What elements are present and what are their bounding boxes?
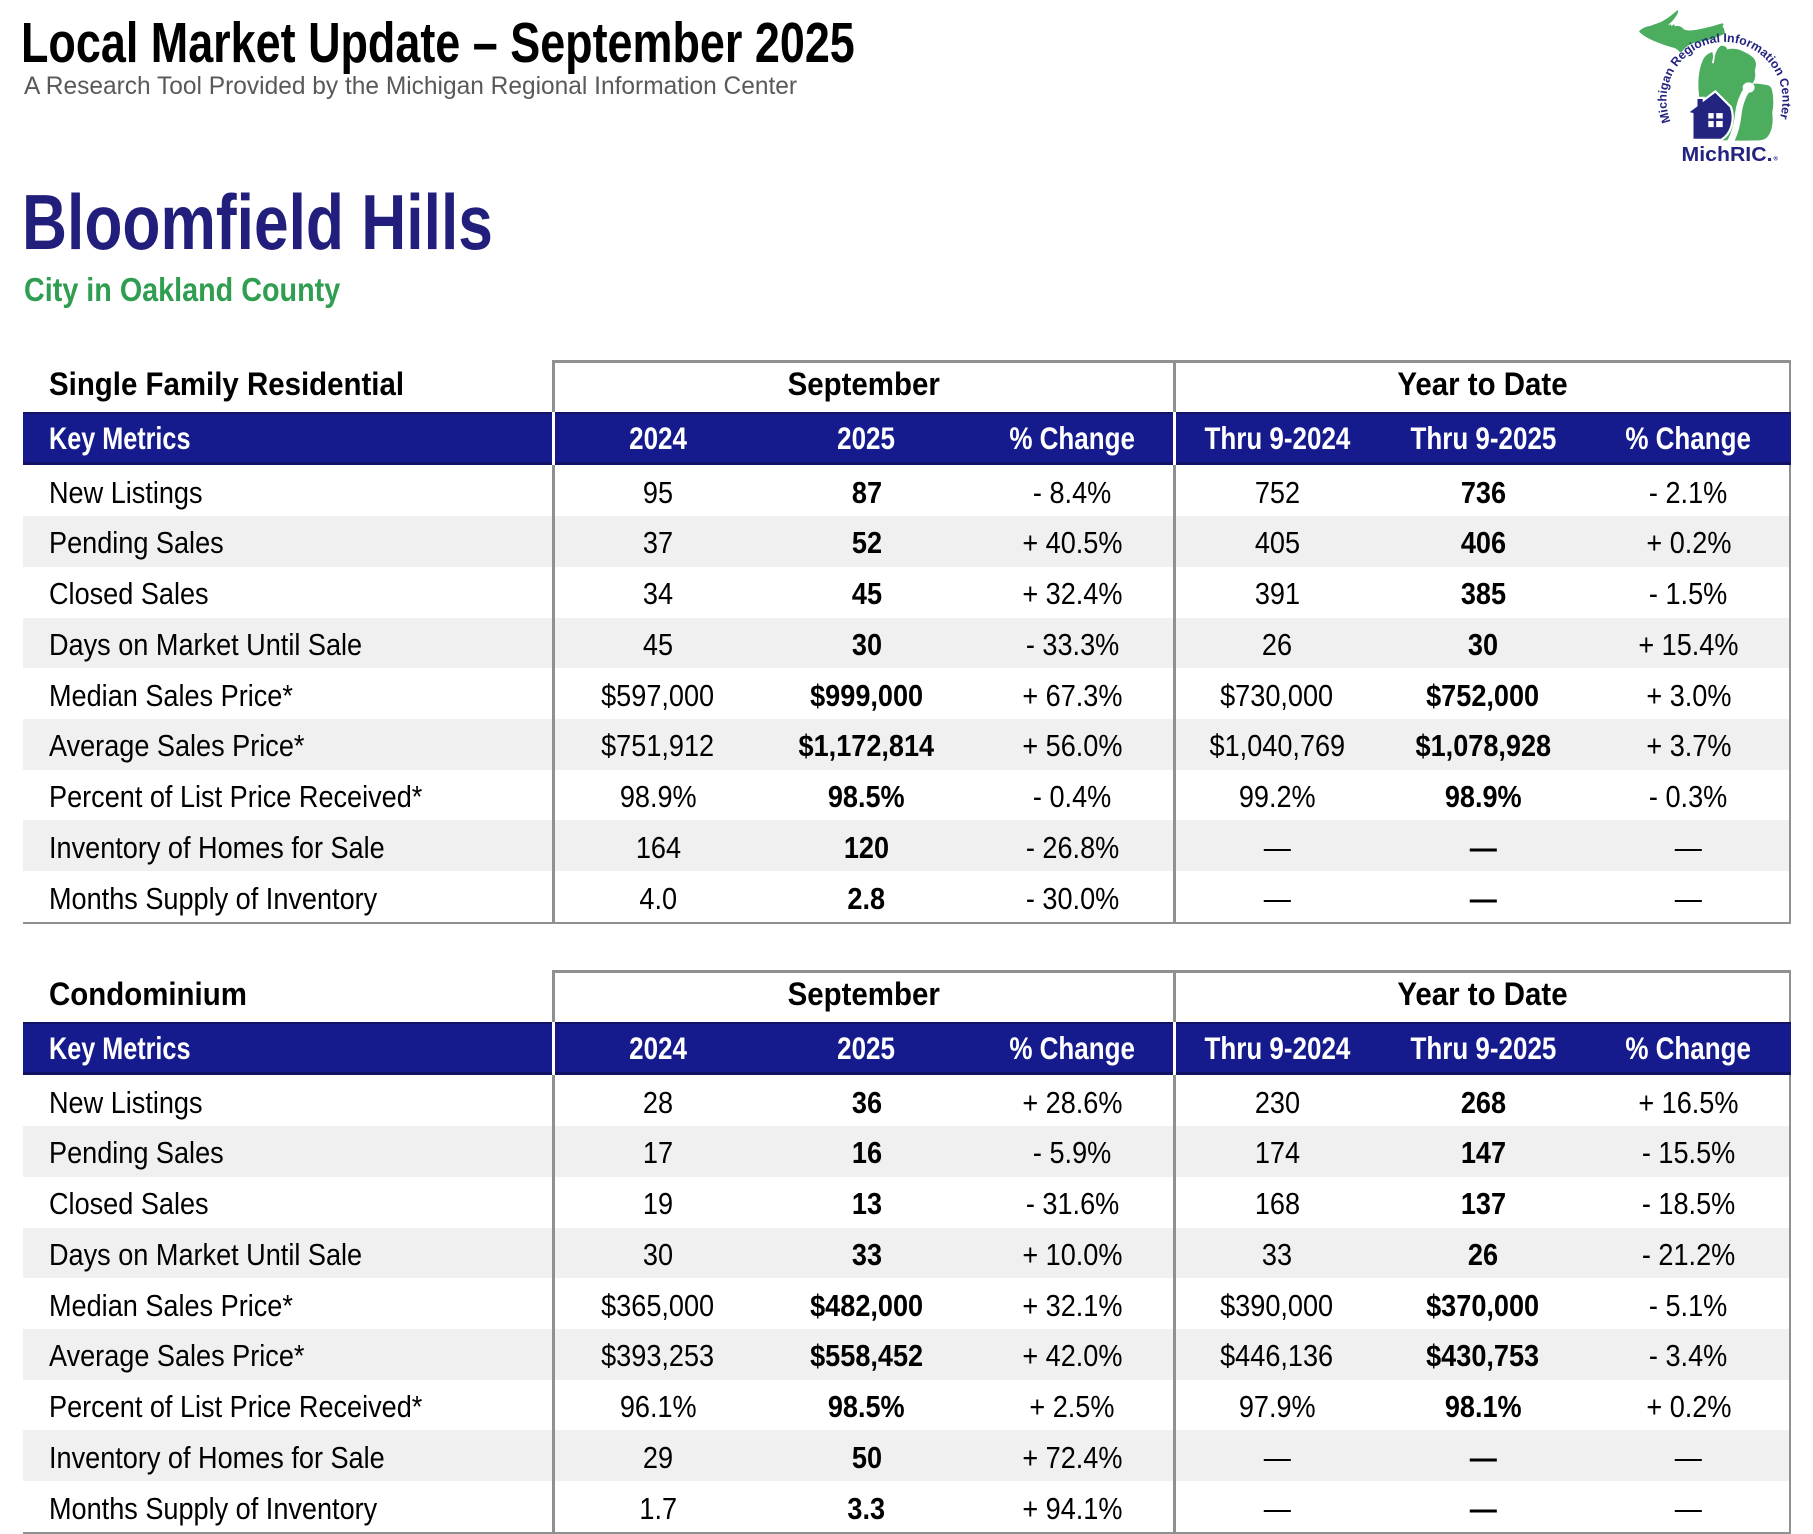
svg-text:MichRIC.: MichRIC. <box>1682 143 1773 166</box>
svg-text:®: ® <box>1774 156 1779 163</box>
